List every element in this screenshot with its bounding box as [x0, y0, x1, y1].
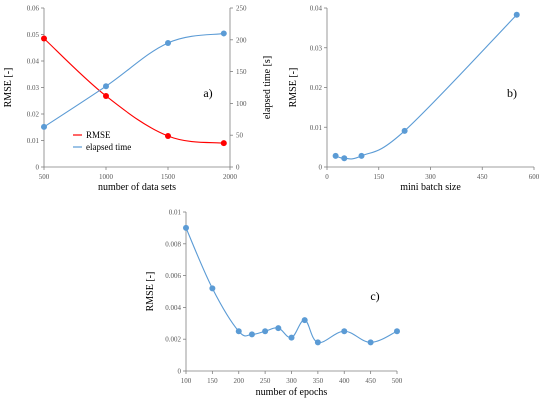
series-point [358, 152, 365, 159]
y-tick-label: 0.02 [310, 84, 323, 92]
panel-label: a) [203, 86, 212, 100]
rmse-line [43, 38, 224, 144]
y-tick-label: 0.006 [165, 272, 181, 280]
y-tick-label: 0.06 [27, 5, 40, 13]
x-tick-label: 250 [260, 377, 271, 385]
legend-entry: elapsed time [86, 142, 131, 152]
y-tick-label: 0.04 [27, 58, 40, 66]
y2-tick-label: 200 [236, 36, 247, 44]
x-tick-label: 150 [374, 173, 385, 181]
x-tick-label: 1000 [99, 173, 114, 181]
series-point [401, 127, 408, 134]
series-point [332, 152, 339, 159]
series-point [235, 328, 242, 335]
x-tick-label: 450 [477, 173, 488, 181]
series-point [394, 328, 400, 335]
rmse-point [165, 132, 171, 139]
series-point [513, 11, 520, 18]
x-tick-label: 500 [392, 377, 403, 385]
elapsed-time-line [43, 32, 224, 128]
y2-tick-label: 50 [236, 132, 244, 140]
series-point [262, 328, 269, 335]
x-axis-title: mini batch size [400, 182, 461, 193]
y2-tick-label: 250 [236, 5, 247, 13]
elapsed-time-point [165, 39, 171, 46]
series-point [314, 339, 321, 346]
x-tick-label: 1500 [161, 173, 176, 181]
series-line [185, 227, 398, 344]
series-point [341, 328, 348, 335]
y-axis-title: RMSE [-] [3, 68, 14, 108]
y-tick-label: 0 [319, 164, 323, 172]
elapsed-time-point [41, 123, 47, 130]
y-axis-title: RMSE [-] [288, 68, 299, 108]
series-point [341, 155, 348, 162]
panel-label: b) [507, 86, 517, 100]
series-point [209, 285, 216, 292]
y-tick-label: 0.02 [27, 111, 40, 119]
series-line [335, 14, 518, 160]
y2-tick-label: 100 [236, 100, 247, 108]
y-tick-label: 0.05 [27, 31, 40, 39]
y-tick-label: 0.01 [27, 137, 40, 145]
x-tick-label: 300 [286, 377, 297, 385]
x-tick-label: 0 [325, 173, 329, 181]
y-tick-label: 0.03 [27, 84, 40, 92]
y-tick-label: 0 [36, 164, 40, 172]
y-tick-label: 0.008 [165, 240, 181, 248]
elapsed-time-point [103, 83, 109, 90]
x-tick-label: 400 [339, 377, 350, 385]
x-axis-title: number of epochs [256, 387, 328, 398]
y-tick-label: 0.002 [165, 336, 181, 344]
y-tick-label: 0.004 [165, 304, 181, 312]
x-tick-label: 500 [39, 173, 50, 181]
x-tick-label: 200 [234, 377, 245, 385]
x-axis-title: number of data sets [98, 182, 176, 193]
y-tick-label: 0 [178, 368, 182, 376]
series-point [301, 317, 308, 324]
series-point [248, 331, 255, 338]
panel-label: c) [370, 289, 379, 303]
x-tick-label: 100 [181, 377, 192, 385]
series-point [288, 334, 295, 341]
x-tick-label: 300 [425, 173, 436, 181]
rmse-point [103, 92, 109, 99]
y-tick-label: 0.01 [169, 209, 182, 217]
y-tick-label: 0.03 [310, 44, 323, 52]
series-point [275, 325, 282, 332]
series-point [183, 224, 189, 231]
x-tick-label: 450 [365, 377, 376, 385]
y-tick-label: 0.04 [310, 5, 323, 13]
y-tick-label: 0.01 [310, 124, 323, 132]
rmse-point [41, 35, 47, 42]
legend-entry: RMSE [86, 130, 111, 140]
y2-axis-title: elapsed time [s] [262, 56, 273, 119]
y2-tick-label: 150 [236, 68, 247, 76]
y2-tick-label: 0 [236, 164, 240, 172]
x-tick-label: 2000 [223, 173, 238, 181]
y-axis-title: RMSE [-] [145, 272, 156, 312]
x-tick-label: 350 [313, 377, 324, 385]
elapsed-time-point [220, 30, 227, 37]
x-tick-label: 600 [529, 173, 540, 181]
x-tick-label: 150 [207, 377, 218, 385]
rmse-point [220, 140, 227, 147]
series-point [367, 339, 374, 346]
